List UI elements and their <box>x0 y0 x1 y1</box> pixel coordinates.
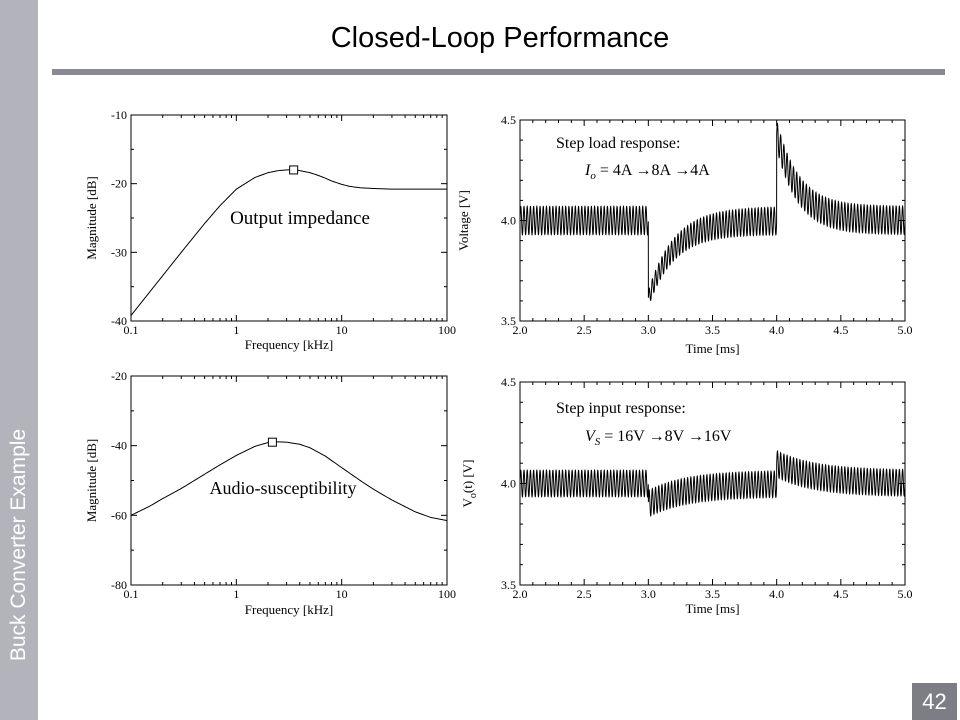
y-tick-label: 3.5 <box>501 314 516 328</box>
x-tick-label: 3.5 <box>705 587 720 601</box>
x-axis-label: Time [ms] <box>685 601 739 616</box>
chart-annotation-label: Output impedance <box>230 208 370 229</box>
chart-3: 0.1 1 10 100 -20 -40 -60 -80 Frequency [kHz] Magn… <box>84 369 456 617</box>
peak-marker <box>289 165 299 175</box>
y-tick-label: 3.5 <box>501 578 516 592</box>
x-tick-label: 1 <box>233 323 239 337</box>
chart-2: 2.0 2.5 3.0 3.5 4.0 4.5 5.0 4.5 4.0 3.5 Time [ms] V… <box>456 113 913 356</box>
x-tick-label: 5.0 <box>898 323 913 337</box>
x-axis-label: Frequency [kHz] <box>245 337 333 352</box>
x-tick-label: 2.5 <box>577 587 592 601</box>
y-tick-label: 4.5 <box>501 375 516 389</box>
chart-1: 0.1 1 10 100 -10 -20 -30 -40 Frequency [kHz] Magn… <box>84 108 456 352</box>
y-tick-label: -60 <box>111 508 127 522</box>
x-tick-label: 4.5 <box>833 587 848 601</box>
x-tick-label: 100 <box>438 587 456 601</box>
y-tick-label: -20 <box>111 369 127 383</box>
y-axis-label: Voltage [V] <box>456 190 471 251</box>
x-tick-label: 2.0 <box>513 323 528 337</box>
x-tick-label: 3.0 <box>641 323 656 337</box>
y-tick-label: -30 <box>111 245 127 259</box>
peak-marker <box>267 437 277 447</box>
x-axis-label: Time [ms] <box>685 341 739 356</box>
x-tick-label: 4.0 <box>769 323 784 337</box>
chart-annotation-label: Step input response: <box>556 400 686 417</box>
x-tick-label: 3.5 <box>705 323 720 337</box>
y-tick-label: -40 <box>111 439 127 453</box>
y-tick-label: -40 <box>111 314 127 328</box>
x-tick-label: 100 <box>438 323 456 337</box>
x-tick-label: 3.0 <box>641 587 656 601</box>
x-tick-label: 2.5 <box>577 323 592 337</box>
series-line <box>130 441 448 522</box>
page-number: 42 <box>912 683 957 720</box>
y-tick-label: 4.0 <box>501 477 516 491</box>
title-rule <box>52 69 945 75</box>
x-tick-label: 0.1 <box>124 587 139 601</box>
series-line <box>130 169 447 316</box>
y-tick-label: -80 <box>111 578 127 592</box>
x-tick-label: 0.1 <box>124 323 139 337</box>
x-tick-label: 10 <box>336 587 348 601</box>
y-tick-label: -20 <box>111 177 127 191</box>
x-tick-label: 4.5 <box>833 323 848 337</box>
x-tick-label: 10 <box>336 323 348 337</box>
x-tick-label: 4.0 <box>769 587 784 601</box>
y-tick-label: -10 <box>111 108 127 122</box>
x-tick-label: 5.0 <box>898 587 913 601</box>
x-tick-label: 1 <box>233 587 239 601</box>
x-axis-label: Frequency [kHz] <box>245 602 333 617</box>
y-tick-label: 4.5 <box>501 113 516 127</box>
chart-annotation-label: Audio-susceptibility <box>210 478 357 498</box>
chart-annotation-formula: VS = 16V →8V →16V <box>585 428 732 448</box>
x-tick-label: 2.0 <box>513 587 528 601</box>
series-line <box>519 122 906 301</box>
chart-annotation-label: Step load response: <box>556 135 680 152</box>
y-axis-label: Vo(t) [V] <box>460 460 479 508</box>
y-axis-label: Magnitude [dB] <box>84 439 99 522</box>
page-title: Closed-Loop Performance <box>330 22 670 54</box>
y-axis-label: Magnitude [dB] <box>84 176 99 259</box>
y-tick-label: 4.0 <box>501 214 516 228</box>
chart-annotation-formula: Io = 4A →8A →4A <box>584 162 710 182</box>
series-line <box>519 449 906 517</box>
sidebar: Buck Converter Example <box>0 0 38 720</box>
